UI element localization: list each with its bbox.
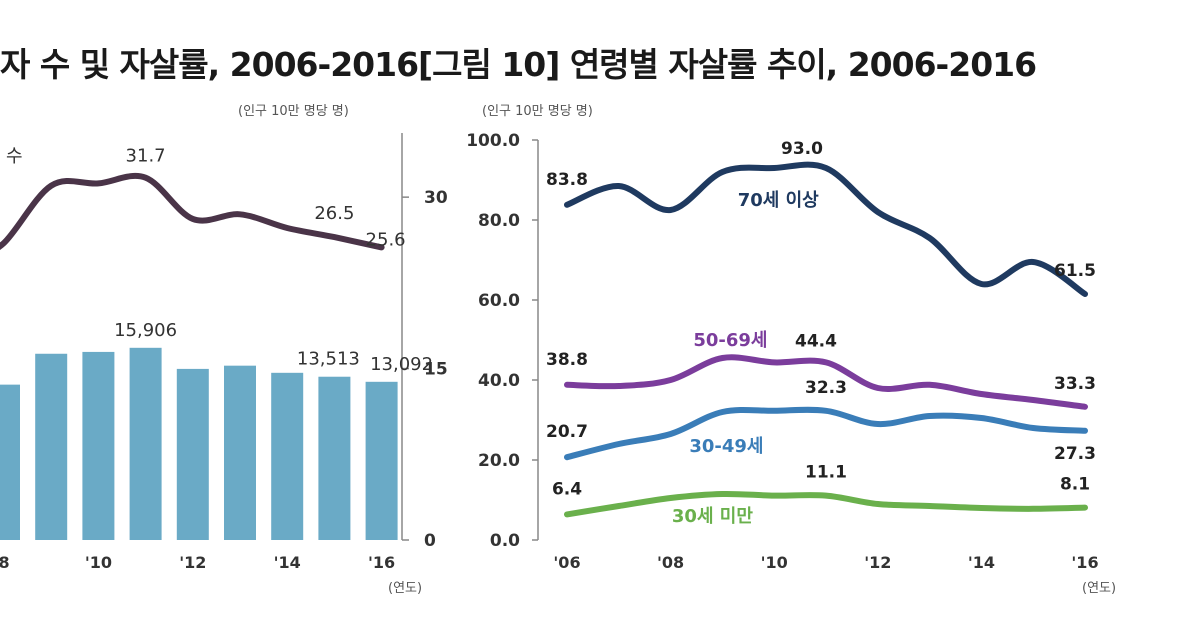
right-data-label-6: 20.7 <box>546 422 588 442</box>
bar-1 <box>35 353 68 540</box>
left-data-label-3: 15,906 <box>114 320 177 341</box>
bar-5 <box>224 365 256 540</box>
right-x-tick-label-1: '08 <box>657 553 684 572</box>
left-data-label-4: 13,513 <box>297 349 360 370</box>
left-right-tick-label-1: 15 <box>424 360 448 380</box>
right-y-tick-label-2: 40.0 <box>478 371 520 391</box>
series-name-label-0: 70세 이상 <box>738 190 819 211</box>
right-y-tick-label-4: 80.0 <box>478 211 520 231</box>
bar-3 <box>129 347 162 540</box>
right-y-tick-label-3: 60.0 <box>478 291 520 311</box>
bar-0 <box>0 384 20 540</box>
left-right-tick-label-0: 0 <box>424 531 436 551</box>
series-line-0 <box>564 161 1088 297</box>
left-chart: (인구 10만 명당 명) 수 0 15 30 8 '10 '12 '14 '16 31.7 2… <box>0 104 448 596</box>
right-x-tick-label-4: '14 <box>968 553 995 572</box>
bar-2 <box>82 351 115 540</box>
right-unit-label: (인구 10만 명당 명) <box>482 104 593 119</box>
left-data-labels: 31.7 26.5 25.6 15,906 13,513 13,092 <box>114 146 433 375</box>
right-x-tick-label-5: '16 <box>1071 553 1098 572</box>
left-partial-legend: 수 <box>6 146 23 167</box>
bar-4 <box>176 368 209 540</box>
series-name-label-3: 30세 미만 <box>672 506 753 527</box>
series-line-1 <box>564 354 1088 410</box>
series-name-label-2: 30-49세 <box>689 436 763 457</box>
right-y-tick-label-0: 0.0 <box>490 531 520 551</box>
right-x-tick-label-2: '10 <box>761 553 788 572</box>
right-x-tick-label-0: '06 <box>553 553 580 572</box>
right-data-label-4: 44.4 <box>795 331 837 351</box>
left-right-tick-label-2: 30 <box>424 188 448 208</box>
left-x-unit-label: (연도) <box>388 581 422 596</box>
right-x-tick-label-3: '12 <box>864 553 891 572</box>
bar-7 <box>318 376 351 540</box>
left-data-label-5: 13,092 <box>370 354 433 375</box>
right-data-label-10: 11.1 <box>805 463 847 483</box>
suicide-rate-line <box>0 172 385 251</box>
right-data-labels: 70세 이상 50-69세 30-49세 30세 미만 83.8 93.0 61.5 38.8… <box>546 139 1096 527</box>
left-axes: 0 15 30 8 '10 '12 '14 '16 <box>0 133 448 572</box>
left-x-tick-label-0: 8 <box>0 553 10 572</box>
right-data-label-7: 32.3 <box>805 378 847 398</box>
bar-6 <box>271 372 304 540</box>
left-data-label-1: 26.5 <box>314 203 354 224</box>
right-x-unit-label: (연도) <box>1082 581 1116 596</box>
right-line-series <box>564 161 1088 518</box>
series-name-label-1: 50-69세 <box>693 330 767 351</box>
figure-title: 자 수 및 자살률, 2006-2016[그림 10] 연령별 자살률 추이, … <box>0 45 1037 84</box>
left-data-label-0: 31.7 <box>126 146 166 167</box>
series-line-3 <box>564 490 1088 518</box>
series-line-2 <box>564 406 1088 461</box>
left-x-tick-label-1: '10 <box>85 553 112 572</box>
right-data-label-8: 27.3 <box>1054 444 1096 464</box>
right-y-tick-label-5: 100.0 <box>466 131 520 151</box>
right-data-label-11: 8.1 <box>1060 475 1090 495</box>
right-data-label-5: 33.3 <box>1054 374 1096 394</box>
right-data-label-0: 83.8 <box>546 170 588 190</box>
bar-8 <box>365 381 398 540</box>
left-x-tick-label-3: '14 <box>274 553 301 572</box>
right-data-label-1: 93.0 <box>781 139 823 159</box>
left-x-tick-label-4: '16 <box>368 553 395 572</box>
left-line-series <box>0 172 385 251</box>
right-data-label-9: 6.4 <box>552 479 582 499</box>
left-bars <box>0 347 398 540</box>
right-data-label-3: 38.8 <box>546 350 588 370</box>
right-data-label-2: 61.5 <box>1054 261 1096 281</box>
right-y-tick-label-1: 20.0 <box>478 451 520 471</box>
left-x-tick-label-2: '12 <box>179 553 206 572</box>
left-data-label-2: 25.6 <box>366 229 406 250</box>
right-chart: (인구 10만 명당 명) 0.0 20.0 40.0 60.0 80.0 100.0 '0… <box>466 104 1116 596</box>
left-unit-label: (인구 10만 명당 명) <box>238 104 349 119</box>
right-axes: 0.0 20.0 40.0 60.0 80.0 100.0 '06 '08 '10 '12 '14 '… <box>466 131 1098 572</box>
